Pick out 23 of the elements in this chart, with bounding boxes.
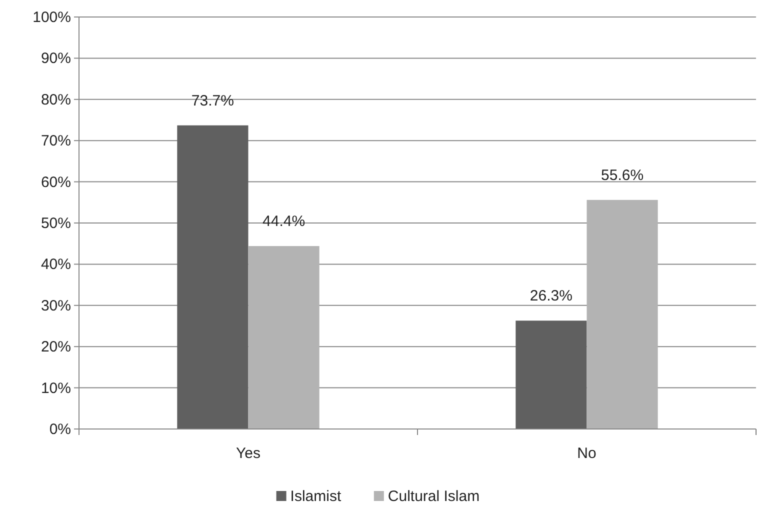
data-label: 73.7%: [191, 92, 234, 110]
y-tick-label: 10%: [40, 380, 71, 397]
bar: [586, 200, 658, 429]
x-tick-label: Yes: [236, 445, 260, 462]
data-label: 44.4%: [262, 213, 306, 230]
y-tick-label: 40%: [40, 256, 71, 274]
y-tick-label: 90%: [40, 50, 71, 68]
y-tick-label: 0%: [49, 421, 71, 438]
y-tick-label: 50%: [40, 215, 71, 232]
y-tick-label: 70%: [40, 132, 71, 150]
y-tick-label: 80%: [40, 91, 71, 108]
legend-label: Cultural Islam: [388, 488, 480, 505]
legend-label: Islamist: [290, 488, 342, 505]
y-tick-label: 100%: [32, 9, 71, 26]
x-tick-label: No: [577, 445, 596, 462]
bar: [516, 320, 587, 429]
data-label: 26.3%: [530, 288, 572, 305]
bar: [248, 246, 320, 429]
y-tick-label: 30%: [40, 297, 71, 314]
y-tick-label: 60%: [40, 174, 71, 191]
y-tick-label: 20%: [40, 338, 71, 356]
data-label: 55.6%: [601, 166, 644, 184]
bar: [177, 125, 248, 429]
